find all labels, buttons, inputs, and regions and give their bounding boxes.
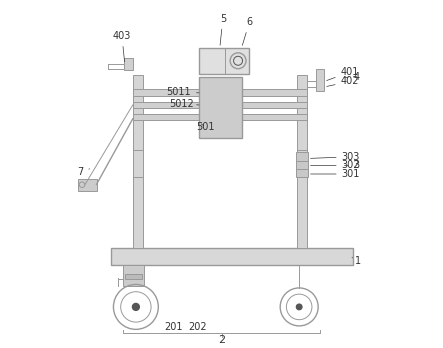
- Bar: [316, 69, 324, 91]
- Bar: [124, 58, 133, 70]
- Text: 202: 202: [188, 322, 206, 332]
- Bar: [111, 247, 353, 266]
- Bar: [199, 77, 242, 138]
- Text: 4: 4: [344, 72, 360, 82]
- Bar: [123, 266, 144, 286]
- Text: 302: 302: [311, 160, 360, 171]
- Text: 301: 301: [311, 169, 360, 179]
- Text: 5011: 5011: [166, 87, 199, 97]
- Bar: [133, 102, 307, 109]
- Text: 5012: 5012: [169, 99, 199, 109]
- Text: 401: 401: [326, 67, 359, 80]
- Text: 1: 1: [352, 256, 361, 266]
- Bar: [133, 89, 307, 96]
- Text: 6: 6: [242, 17, 253, 45]
- Bar: [125, 274, 142, 279]
- Text: 7: 7: [77, 167, 89, 177]
- Text: 3: 3: [344, 160, 360, 171]
- Bar: [297, 75, 307, 247]
- Circle shape: [296, 304, 302, 310]
- Text: 201: 201: [164, 322, 183, 332]
- Bar: [199, 48, 249, 74]
- Bar: [133, 113, 307, 120]
- Text: 2: 2: [218, 335, 225, 345]
- Bar: [78, 179, 97, 191]
- Text: 501: 501: [197, 122, 215, 132]
- Bar: [296, 152, 308, 177]
- Text: 5: 5: [220, 14, 226, 45]
- Bar: [133, 75, 143, 247]
- Text: 402: 402: [327, 77, 359, 87]
- Text: 403: 403: [113, 31, 131, 62]
- Text: 303: 303: [311, 152, 360, 162]
- Circle shape: [132, 303, 140, 310]
